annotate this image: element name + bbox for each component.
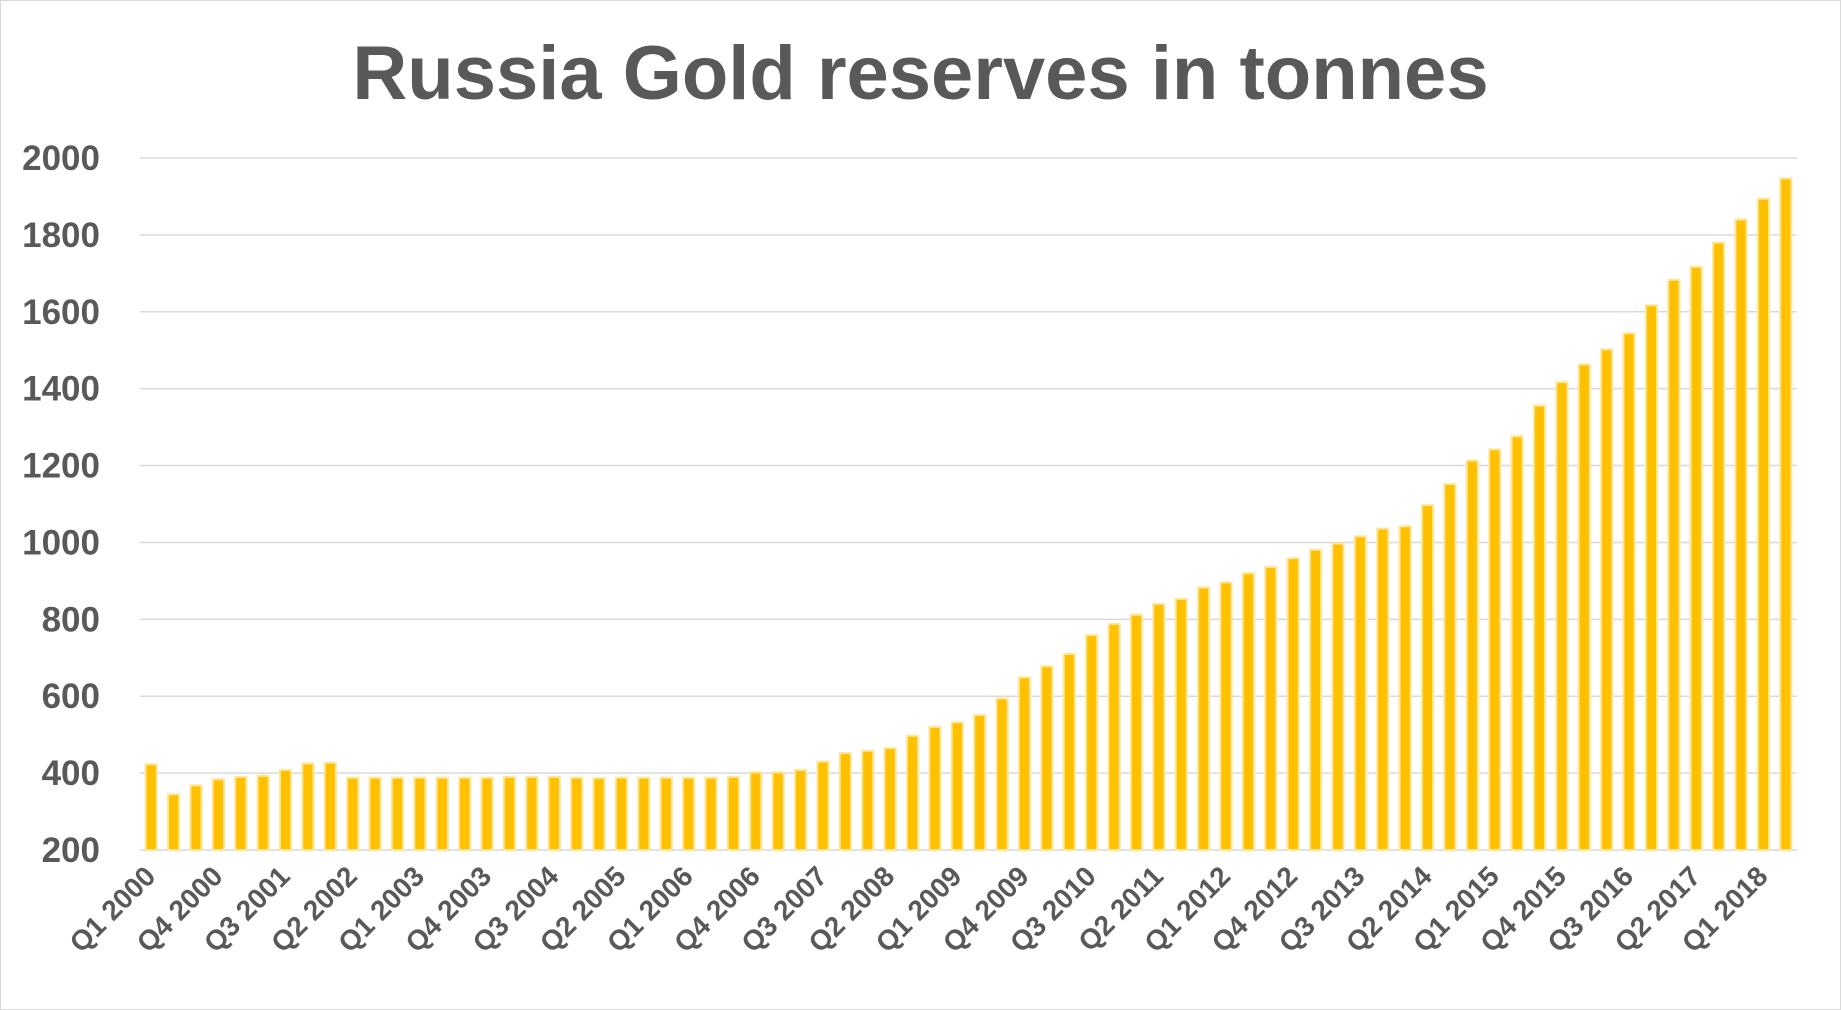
bar-q3-2002 — [368, 776, 382, 851]
bar-q2-2000 — [166, 793, 181, 851]
bar-q1-2017 — [1667, 278, 1681, 851]
y-tick-label: 600 — [42, 677, 100, 716]
bar-q3-2015 — [1532, 404, 1547, 851]
bars — [144, 177, 1793, 852]
bar-q1-2007 — [771, 771, 785, 851]
y-tick-label: 1400 — [22, 370, 100, 409]
bar-q1-2016 — [1577, 363, 1591, 851]
bar-q4-2012 — [1286, 557, 1300, 851]
bar-q3-2014 — [1443, 483, 1457, 851]
bar-q4-2005 — [659, 776, 673, 851]
bar-q1-2015 — [1488, 448, 1502, 851]
bar-q2-2014 — [1420, 504, 1435, 851]
bar-q2-2007 — [793, 769, 808, 852]
bar-q1-2005 — [592, 777, 606, 851]
bar-q4-2009 — [1017, 676, 1032, 852]
bar-q2-2004 — [525, 775, 539, 852]
bar-q4-2010 — [1107, 622, 1121, 851]
bar-q4-2006 — [749, 771, 763, 851]
bar-q4-2008 — [928, 725, 942, 852]
bar-q4-2013 — [1376, 527, 1390, 851]
bar-q2-2013 — [1331, 542, 1345, 851]
bar-q3-2000 — [189, 784, 203, 851]
bar-q3-2006 — [726, 775, 740, 852]
bar-q4-2004 — [570, 776, 584, 851]
bar-q1-2008 — [861, 749, 875, 852]
bar-q1-2006 — [682, 776, 696, 851]
bar-q2-2002 — [346, 776, 360, 851]
bar-q4-2015 — [1555, 381, 1569, 851]
bar-q3-2004 — [547, 775, 561, 852]
bar-q1-2004 — [502, 775, 517, 852]
bar-q2-2012 — [1241, 572, 1255, 851]
gridlines — [140, 157, 1797, 851]
bar-q4-2011 — [1197, 586, 1211, 851]
bar-q4-2000 — [211, 778, 225, 851]
y-tick-label: 400 — [42, 754, 100, 793]
bar-q3-2012 — [1264, 566, 1278, 851]
y-tick-label: 1800 — [22, 216, 100, 255]
bar-q2-2001 — [256, 774, 270, 852]
bar-q2-2009 — [973, 714, 987, 851]
bar-q4-2001 — [301, 762, 315, 851]
bar-q1-2014 — [1398, 525, 1412, 851]
bar-q4-2002 — [390, 776, 405, 851]
bar-q2-2011 — [1152, 602, 1166, 852]
y-axis-tick-labels: 200 400 600 800 1000 1200 1400 1600 1800 2000 — [22, 139, 100, 870]
bar-q2-2008 — [883, 747, 897, 851]
bar-q1-2011 — [1129, 613, 1144, 851]
bar-q3-2005 — [637, 776, 651, 851]
bar-q2-2018 — [1779, 177, 1793, 851]
bar-q3-2008 — [905, 734, 920, 852]
y-tick-label: 1600 — [22, 293, 100, 332]
bar-q2-2003 — [435, 776, 449, 851]
bar-q4-2003 — [480, 776, 494, 851]
y-tick-label: 200 — [42, 831, 100, 870]
bar-q3-2010 — [1085, 634, 1099, 852]
bar-q4-2017 — [1734, 218, 1748, 851]
bar-q3-2001 — [278, 769, 293, 852]
bar-q4-2014 — [1465, 459, 1479, 851]
bar-q3-2011 — [1174, 597, 1188, 851]
bar-q3-2013 — [1353, 535, 1367, 851]
bar-q1-2018 — [1756, 197, 1771, 852]
bar-q4-2007 — [838, 752, 852, 851]
bar-q2-2005 — [614, 776, 629, 851]
bar-q3-2009 — [995, 697, 1009, 851]
y-tick-label: 2000 — [22, 139, 100, 178]
y-tick-label: 1000 — [22, 523, 100, 562]
bar-q1-2013 — [1308, 548, 1323, 851]
bar-q1-2012 — [1219, 581, 1233, 852]
bar-q3-2016 — [1622, 332, 1636, 852]
bar-q3-2003 — [458, 776, 472, 851]
y-tick-label: 1200 — [22, 447, 100, 486]
bar-q2-2010 — [1062, 652, 1076, 852]
bar-q1-2000 — [144, 763, 158, 851]
bar-q2-2017 — [1689, 265, 1703, 851]
y-tick-label: 800 — [42, 600, 100, 639]
bar-q4-2016 — [1644, 304, 1659, 851]
bar-q3-2017 — [1712, 241, 1726, 852]
bar-q3-2007 — [816, 760, 830, 851]
bar-q2-2006 — [704, 776, 718, 851]
bar-q1-2001 — [234, 775, 248, 852]
bar-q2-2016 — [1600, 348, 1614, 851]
chart-title: Russia Gold reserves in tonnes — [352, 31, 1489, 116]
bar-q1-2003 — [413, 776, 427, 851]
bar-q1-2010 — [1040, 665, 1054, 851]
bar-q1-2002 — [323, 761, 337, 852]
bar-q1-2009 — [950, 721, 964, 851]
bar-q2-2015 — [1510, 435, 1524, 851]
